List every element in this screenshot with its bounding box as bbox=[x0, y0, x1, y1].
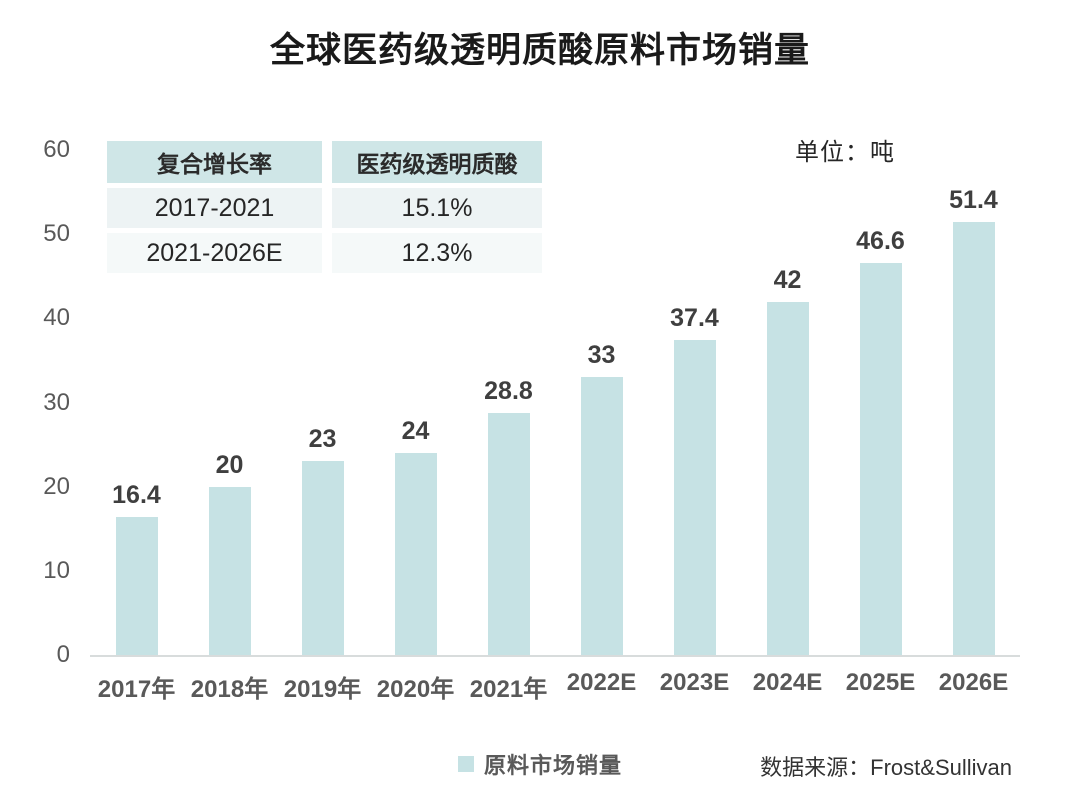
x-axis-label: 2026E bbox=[938, 669, 1009, 696]
bar bbox=[115, 516, 158, 655]
y-tick-label: 0 bbox=[56, 641, 70, 668]
bar-slot: 37.4 2023E bbox=[648, 150, 741, 696]
bar bbox=[208, 486, 251, 655]
bar bbox=[859, 262, 902, 655]
cagr-table-cell: 15.1% bbox=[332, 188, 542, 228]
bar-slot: 51.4 2026E bbox=[927, 150, 1020, 696]
x-axis-label: 2019年 bbox=[283, 676, 362, 703]
cagr-table-cell: 2017-2021 bbox=[107, 188, 322, 228]
cagr-table: 复合增长率 医药级透明质酸 2017-2021 15.1% 2021-2026E 12.3… bbox=[107, 141, 542, 273]
bar-slot: 28.8 2021年 bbox=[462, 150, 555, 703]
bar-value-label: 24 bbox=[401, 417, 430, 445]
x-axis-label: 2017年 bbox=[97, 676, 176, 703]
bar-slot: 16.4 2017年 bbox=[90, 150, 183, 703]
bar-slot: 20 2018年 bbox=[183, 150, 276, 703]
bar-slot: 46.6 2025E bbox=[834, 150, 927, 696]
unit-label: 单位：吨 bbox=[795, 139, 895, 166]
y-tick-label: 10 bbox=[43, 556, 70, 584]
bar-slot: 42 2024E bbox=[741, 150, 834, 696]
y-axis: 0 10 20 30 40 50 60 bbox=[22, 138, 70, 667]
legend-swatch-icon bbox=[457, 756, 474, 772]
bar-value-label: 51.4 bbox=[949, 186, 998, 215]
y-tick-label: 50 bbox=[43, 220, 70, 248]
y-tick-label: 30 bbox=[43, 388, 70, 416]
bar-slot: 23 2019年 bbox=[276, 150, 369, 703]
x-axis-label: 2020年 bbox=[376, 676, 455, 703]
bar bbox=[673, 340, 716, 655]
bar-value-label: 20 bbox=[215, 450, 244, 479]
data-source: 数据来源：Frost&Sullivan bbox=[760, 755, 1012, 780]
legend: 原料市场销量 bbox=[0, 748, 1080, 780]
bar bbox=[766, 301, 809, 655]
y-tick-label: 20 bbox=[43, 472, 70, 500]
bar-value-label: 28.8 bbox=[484, 376, 533, 405]
bar-slot: 24 2020年 bbox=[369, 150, 462, 704]
bar bbox=[580, 377, 623, 655]
x-axis-label: 2024E bbox=[752, 669, 823, 696]
x-axis-label: 2023E bbox=[659, 669, 730, 696]
bar-slot: 33 2022E bbox=[555, 150, 648, 696]
cagr-table-cell: 12.3% bbox=[332, 233, 542, 273]
cagr-table-header-cell: 复合增长率 bbox=[107, 141, 322, 183]
cagr-table-cell: 2021-2026E bbox=[107, 233, 322, 273]
y-tick-label: 40 bbox=[43, 304, 70, 332]
chart-title: 全球医药级透明质酸原料市场销量 bbox=[269, 31, 810, 70]
bar bbox=[952, 222, 995, 655]
bar bbox=[487, 412, 530, 655]
x-axis-label: 2018年 bbox=[190, 676, 269, 703]
bar-value-label: 16.4 bbox=[112, 480, 161, 509]
bar-value-label: 46.6 bbox=[856, 226, 905, 255]
bar bbox=[301, 461, 344, 655]
plot-area: 16.4 2017年 20 2018年 23 2019年 24 2020年 28.8 2021年 3… bbox=[90, 150, 1020, 704]
cagr-table-header-cell: 医药级透明质酸 bbox=[332, 141, 542, 183]
x-axis-label: 2021年 bbox=[469, 676, 548, 703]
bar bbox=[394, 453, 437, 655]
bar-value-label: 42 bbox=[773, 265, 802, 294]
x-axis-label: 2022E bbox=[566, 669, 637, 696]
bar-value-label: 37.4 bbox=[670, 304, 719, 333]
bar-value-label: 33 bbox=[587, 341, 616, 370]
bar-value-label: 23 bbox=[308, 425, 337, 454]
legend-label: 原料市场销量 bbox=[483, 753, 622, 778]
y-tick-label: 60 bbox=[43, 136, 70, 163]
x-axis-label: 2025E bbox=[845, 669, 916, 696]
